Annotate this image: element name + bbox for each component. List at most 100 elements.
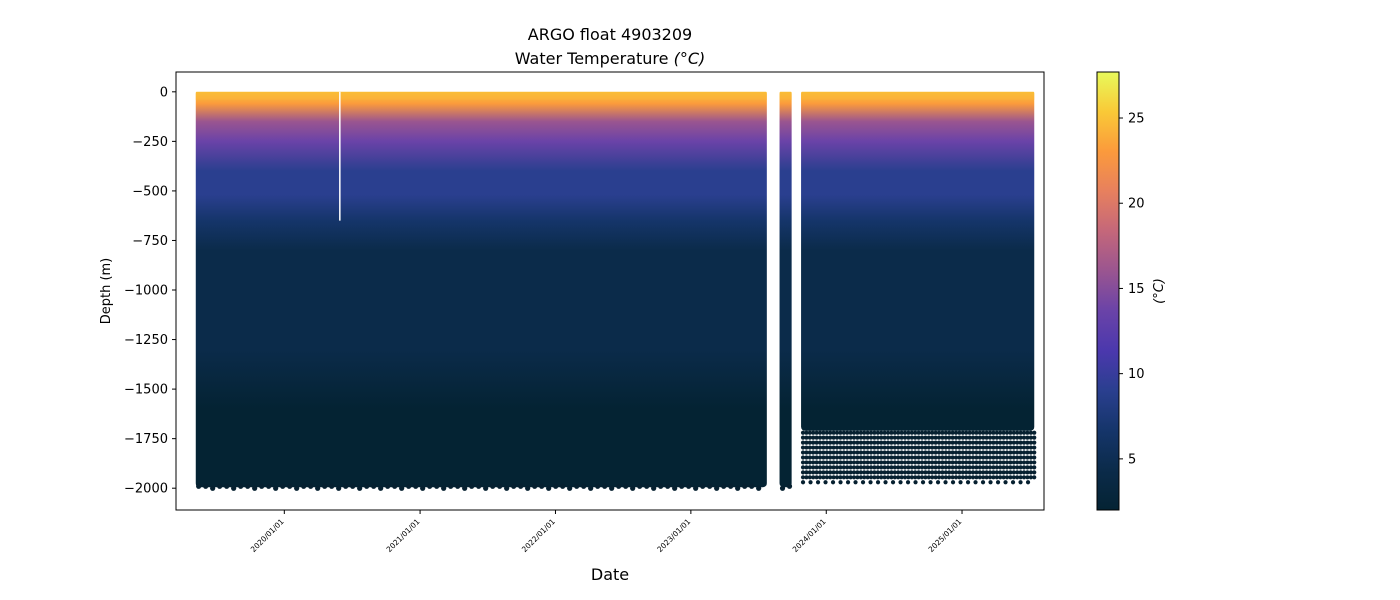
- deep-sample-point: [936, 475, 942, 480]
- deep-sample-point: [811, 450, 816, 455]
- profile-bottom-point: [308, 483, 314, 489]
- deep-sample-point: [848, 445, 853, 450]
- deep-sample-point: [974, 475, 979, 480]
- deep-sample-point: [896, 430, 901, 435]
- deep-sample-point: [828, 445, 833, 450]
- deep-sample-point: [977, 460, 982, 465]
- deep-sample-point: [930, 465, 935, 470]
- deep-sample-point: [875, 445, 880, 450]
- deep-sample-point: [845, 470, 850, 475]
- deep-sample-point: [889, 475, 894, 480]
- deep-sample-point: [906, 450, 911, 455]
- deep-sample-point: [981, 450, 986, 455]
- deep-sample-point: [970, 475, 976, 480]
- deep-sample-point: [817, 440, 823, 445]
- deep-sample-point: [807, 440, 812, 445]
- deep-sample-point: [879, 450, 884, 455]
- deep-sample-point: [831, 455, 836, 460]
- profile-bottom-point: [259, 483, 265, 489]
- deep-sample-point: [977, 455, 982, 460]
- y-tick-label: −750: [132, 234, 168, 249]
- deep-sample-point: [821, 445, 826, 450]
- deep-sample-point: [851, 440, 857, 445]
- deep-sample-point: [851, 445, 857, 450]
- deep-sample-point: [865, 435, 870, 440]
- deep-sample-point: [936, 460, 942, 465]
- deep-sample-point: [909, 440, 914, 445]
- profile-bottom-point: [504, 485, 510, 491]
- deep-sample-point: [807, 445, 812, 450]
- deep-sample-point: [926, 430, 931, 435]
- y-tick-label: −2000: [124, 482, 168, 497]
- profile-bottom-point: [392, 483, 398, 489]
- deep-sample-point: [899, 455, 904, 460]
- deep-sample-point: [991, 450, 996, 455]
- deep-sample-point: [855, 460, 860, 465]
- deep-sample-point: [1025, 450, 1030, 455]
- deep-sample-point: [923, 430, 928, 435]
- surface-band-3: [801, 91, 1035, 100]
- deep-sample-point: [984, 435, 989, 440]
- deep-sample-point: [1015, 470, 1020, 475]
- deep-sample-point: [800, 435, 806, 440]
- deep-sample-point: [862, 430, 867, 435]
- deep-sample-point: [905, 480, 911, 485]
- profile-shading-3: [801, 91, 1035, 431]
- deep-sample-point: [858, 475, 863, 480]
- deep-sample-point: [1011, 475, 1016, 480]
- deep-sample-point: [841, 430, 846, 435]
- deep-sample-point: [933, 450, 938, 455]
- deep-sample-point: [817, 475, 823, 480]
- deep-sample-point: [916, 460, 921, 465]
- deep-sample-point: [815, 480, 821, 485]
- deep-sample-point: [851, 450, 857, 455]
- deep-sample-point: [845, 475, 850, 480]
- deep-sample-point: [1015, 460, 1020, 465]
- deep-sample-point: [970, 435, 976, 440]
- deep-sample-point: [1015, 475, 1020, 480]
- deep-sample-point: [841, 460, 846, 465]
- profile-bottom-point: [735, 485, 741, 491]
- deep-sample-point: [957, 440, 962, 445]
- profile-bottom-point: [441, 485, 447, 491]
- deep-sample-point: [906, 460, 911, 465]
- deep-sample-point: [1001, 435, 1006, 440]
- deep-sample-point: [889, 430, 894, 435]
- profile-bottom-point: [336, 485, 342, 491]
- deep-sample-point: [814, 450, 819, 455]
- deep-sample-point: [841, 455, 846, 460]
- deep-sample-point: [994, 470, 999, 475]
- deep-sample-point: [892, 465, 897, 470]
- deep-sample-point: [800, 480, 806, 485]
- deep-sample-point: [865, 475, 870, 480]
- colorbar-gradient: [1096, 71, 1120, 511]
- deep-sample-point: [851, 455, 857, 460]
- deep-sample-point: [923, 445, 928, 450]
- deep-sample-point: [1018, 435, 1023, 440]
- y-tick-label: −250: [132, 135, 168, 150]
- deep-sample-point: [817, 465, 823, 470]
- deep-sample-point: [875, 465, 880, 470]
- deep-sample-point: [879, 430, 884, 435]
- deep-sample-point: [834, 430, 840, 435]
- deep-sample-point: [889, 435, 894, 440]
- deep-sample-point: [906, 465, 911, 470]
- deep-sample-point: [965, 480, 971, 485]
- deep-sample-point: [851, 460, 857, 465]
- deep-sample-point: [991, 475, 996, 480]
- profile-bottom-point: [455, 483, 461, 489]
- deep-sample-point: [824, 435, 829, 440]
- deep-sample-point: [811, 455, 816, 460]
- deep-sample-point: [879, 435, 884, 440]
- x-tick-label: 2020/01/01: [249, 517, 286, 554]
- deep-sample-point: [926, 460, 931, 465]
- deep-sample-point: [960, 445, 965, 450]
- deep-sample-point: [841, 470, 846, 475]
- deep-sample-point: [923, 440, 928, 445]
- deep-sample-point: [1018, 480, 1023, 485]
- deep-sample-point: [957, 475, 962, 480]
- deep-sample-point: [889, 470, 894, 475]
- deep-sample-point: [1004, 440, 1010, 445]
- profile-bottom-point: [637, 483, 643, 489]
- deep-sample-point: [828, 465, 833, 470]
